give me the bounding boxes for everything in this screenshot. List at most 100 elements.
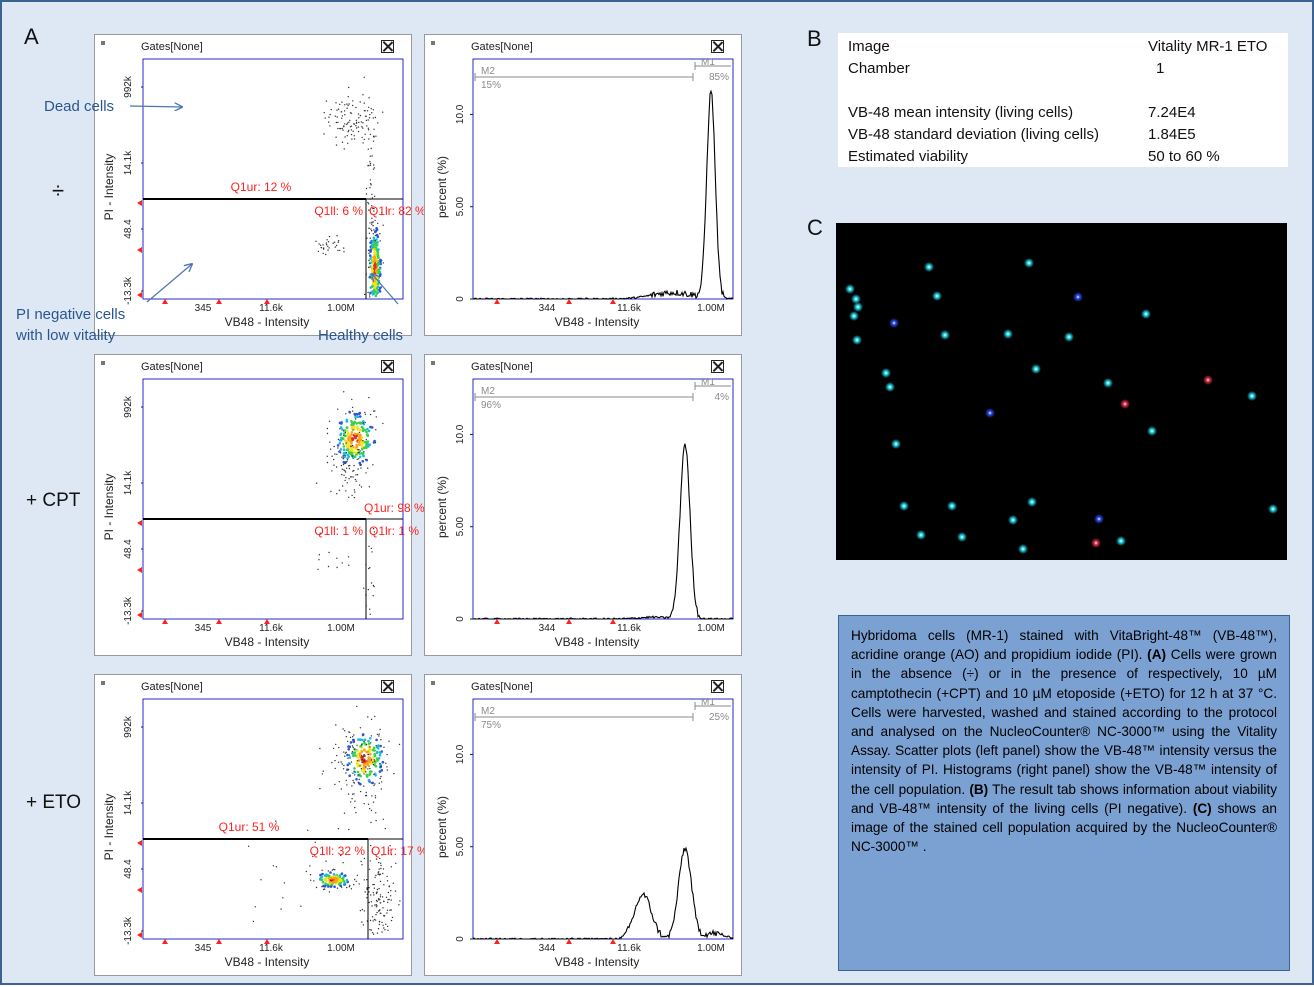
scatter-point bbox=[324, 117, 326, 119]
quadrant-label-ur-1: Q1ur: 98 % bbox=[364, 501, 425, 515]
scatter-xlabel-0: VB48 - Intensity bbox=[225, 315, 310, 329]
scatter-point bbox=[363, 748, 366, 752]
scatter-point bbox=[373, 759, 375, 761]
scatter-point bbox=[368, 138, 370, 140]
scatter-point bbox=[331, 761, 333, 764]
results-key-0: Image bbox=[848, 38, 890, 55]
scatter-point bbox=[305, 870, 307, 873]
scatter-point bbox=[343, 764, 345, 767]
scatter-2-close-icon[interactable] bbox=[381, 680, 394, 693]
scatter-point bbox=[386, 769, 389, 771]
scatter-point bbox=[365, 439, 368, 441]
scatter-point bbox=[385, 896, 388, 898]
scatter-point bbox=[352, 410, 354, 412]
scatter-point bbox=[354, 774, 356, 776]
scatter-point bbox=[355, 480, 357, 482]
scatter-0-close-icon[interactable] bbox=[381, 40, 394, 53]
histogram-marker-x3 bbox=[610, 619, 616, 624]
scatter-point bbox=[361, 761, 363, 764]
scatter-point bbox=[363, 738, 367, 741]
scatter-point bbox=[355, 422, 359, 425]
scatter-point bbox=[370, 426, 374, 429]
scatter-point bbox=[374, 294, 378, 298]
scatter-point bbox=[300, 905, 302, 907]
histogram-ytick-1-2: 10.0 bbox=[455, 424, 466, 444]
scatter-point bbox=[376, 261, 380, 265]
scatter-point bbox=[378, 770, 382, 773]
scatter-point bbox=[332, 873, 336, 876]
scatter-xtick-2-1: 11.6k bbox=[259, 943, 284, 954]
scatter-point bbox=[356, 770, 360, 774]
histogram-1-close-icon[interactable] bbox=[711, 360, 724, 373]
results-key-3: VB-48 standard deviation (living cells) bbox=[848, 126, 1099, 143]
scatter-point bbox=[346, 445, 349, 449]
scatter-point bbox=[367, 165, 369, 167]
scatter-point bbox=[348, 754, 351, 756]
scatter-1-close-icon[interactable] bbox=[381, 360, 394, 373]
scatter-point bbox=[377, 271, 380, 275]
scatter-point bbox=[369, 241, 372, 244]
scatter-point bbox=[369, 752, 372, 756]
scatter-point bbox=[340, 452, 342, 454]
histogram-canvas-0: 0 5.00 10.0 percent (%) 344 11.6k 1.00M VB48 - … bbox=[435, 57, 734, 329]
scatter-point bbox=[338, 746, 340, 749]
scatter-point bbox=[381, 896, 384, 898]
scatter-point bbox=[378, 871, 380, 873]
scatter-point bbox=[344, 470, 346, 472]
scatter-point bbox=[352, 779, 354, 782]
scatter-frame-2 bbox=[142, 698, 404, 940]
scatter-point bbox=[343, 434, 347, 438]
scatter-point bbox=[386, 912, 388, 914]
scatter-point bbox=[335, 144, 338, 146]
scatter-point bbox=[321, 773, 323, 775]
scatter-point bbox=[356, 756, 360, 759]
histogram-ytick-2-1: 5.00 bbox=[455, 837, 466, 857]
scatter-point bbox=[370, 821, 372, 824]
scatter-point bbox=[376, 276, 379, 280]
scatter-point bbox=[375, 135, 377, 137]
results-value-3: 1.84E5 bbox=[1148, 126, 1196, 143]
scatter-point bbox=[381, 760, 385, 764]
scatter-point bbox=[344, 123, 346, 125]
scatter-point bbox=[374, 773, 377, 777]
scatter-point bbox=[369, 155, 371, 157]
scatter-point bbox=[331, 869, 334, 871]
scatter-point bbox=[332, 876, 336, 880]
scatter-point bbox=[380, 864, 382, 867]
scatter-point bbox=[363, 879, 365, 881]
histogram-2-close-icon[interactable] bbox=[711, 680, 724, 693]
scatter-point bbox=[328, 891, 331, 893]
scatter-point bbox=[395, 862, 397, 864]
scatter-point bbox=[371, 223, 373, 225]
scatter-marker-x1 bbox=[162, 939, 168, 944]
cell-dot bbox=[885, 382, 895, 392]
scatter-point bbox=[382, 224, 384, 226]
scatter-point bbox=[356, 744, 358, 746]
scatter-point bbox=[361, 744, 363, 746]
scatter-point bbox=[330, 877, 333, 880]
scatter-marker-y3 bbox=[137, 932, 142, 938]
scatter-point bbox=[358, 778, 360, 781]
scatter-point bbox=[347, 96, 349, 98]
scatter-point bbox=[350, 433, 353, 436]
scatter-point bbox=[361, 733, 365, 736]
scatter-point bbox=[358, 431, 361, 434]
cell-dot bbox=[1268, 504, 1278, 514]
scatter-point bbox=[337, 127, 339, 130]
scatter-point bbox=[357, 421, 361, 425]
scatter-point bbox=[357, 760, 359, 762]
scatter-point bbox=[374, 240, 376, 242]
scatter-point bbox=[283, 882, 286, 884]
histogram-0-close-icon[interactable] bbox=[711, 40, 724, 53]
scatter-point bbox=[345, 418, 349, 422]
results-value-1: 1 bbox=[1156, 60, 1165, 77]
scatter-point bbox=[353, 432, 357, 436]
scatter-marker-y3 bbox=[137, 612, 142, 618]
scatter-point bbox=[368, 396, 370, 399]
scatter-2-gates-label: Gates[None] bbox=[141, 681, 203, 693]
row-label-cpt: + CPT bbox=[26, 490, 81, 511]
scatter-point bbox=[377, 248, 380, 251]
scatter-point bbox=[357, 126, 360, 128]
scatter-point bbox=[367, 291, 369, 294]
scatter-point bbox=[357, 781, 359, 783]
